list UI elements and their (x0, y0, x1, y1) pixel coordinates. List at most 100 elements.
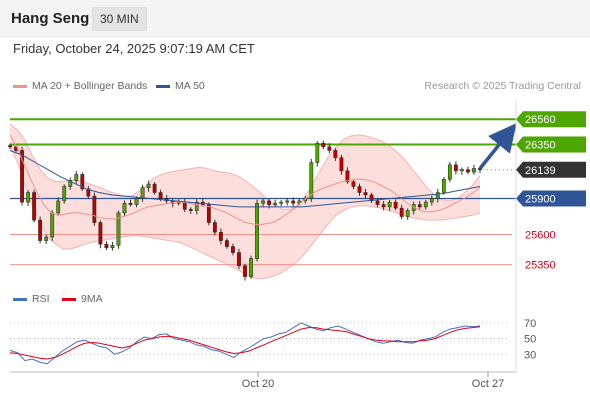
candle-body (297, 200, 302, 204)
candle (140, 184, 145, 202)
candle (116, 210, 121, 249)
candle-body (110, 245, 115, 249)
candle-body (399, 207, 404, 217)
legend-swatch-ma20 (13, 84, 27, 88)
candle-body (68, 180, 73, 187)
candle (255, 199, 259, 262)
candle (327, 143, 332, 154)
x-tick-label: Oct 27 (472, 378, 504, 390)
interval-selector[interactable]: 30 MIN (92, 7, 147, 31)
candle-body (80, 174, 85, 190)
candle-body (333, 150, 338, 158)
candle-body (466, 169, 470, 173)
candle-body (291, 200, 296, 204)
ma20-line (9, 134, 481, 226)
candle (435, 188, 440, 203)
candle (8, 143, 12, 150)
candle (466, 166, 470, 175)
candle (122, 200, 127, 217)
candle-body (315, 142, 320, 163)
candle-body (231, 246, 235, 253)
candle-body (351, 181, 356, 187)
candle-body (98, 222, 103, 245)
candle (381, 200, 386, 211)
candle-body (267, 200, 272, 205)
legend-swatch-ma50 (156, 84, 170, 88)
candle (363, 188, 368, 199)
candle-body (158, 192, 163, 199)
candle (62, 184, 67, 204)
candle (339, 154, 344, 175)
candle (447, 161, 452, 183)
candle (441, 177, 446, 195)
candle-body (62, 186, 67, 202)
candle-body (237, 252, 241, 267)
candle-body (152, 183, 157, 193)
candle (225, 238, 229, 249)
candle-body (441, 179, 446, 193)
candle-body (273, 203, 278, 205)
candle (218, 228, 223, 245)
candle (472, 164, 476, 175)
timestamp-label: Friday, October 24, 2025 9:07:19 AM CET (13, 41, 255, 56)
rsi-level-label-70: 70 (524, 318, 536, 330)
candle-body (122, 203, 127, 214)
candle (110, 241, 115, 251)
candle-body (8, 145, 12, 148)
candle (291, 197, 296, 208)
candle (315, 141, 320, 167)
candle (399, 204, 404, 220)
candle (152, 181, 157, 195)
candle (20, 146, 24, 206)
candle-body (327, 146, 332, 151)
candle (134, 196, 139, 208)
level-tag-26139 (516, 161, 586, 178)
candle-body (32, 192, 37, 221)
candle-body (429, 198, 434, 203)
candle-body (104, 243, 109, 249)
research-credit: Research © 2025 Trading Central (424, 80, 581, 92)
candle-body (321, 142, 326, 148)
candle (357, 183, 362, 196)
candle-body (309, 162, 314, 199)
candle-body (393, 201, 398, 209)
candle-body (369, 194, 374, 202)
legend-label-ma20: MA 20 + Bollinger Bands (32, 80, 148, 92)
candle-body (405, 210, 410, 217)
candle-body (56, 200, 61, 214)
candle (429, 195, 434, 206)
candle (104, 241, 109, 250)
candle-body (140, 187, 145, 199)
candle (423, 199, 428, 210)
candle-body (285, 200, 290, 203)
candle (188, 207, 193, 214)
candle-body (255, 203, 259, 259)
candle-body (363, 192, 368, 196)
candle (369, 192, 374, 204)
rsi-line (9, 322, 481, 365)
candle-body (243, 265, 247, 277)
legend-label-rsi: RSI (32, 293, 50, 305)
candle (68, 177, 73, 190)
candle-body (86, 188, 91, 197)
legend-ma20: MA 20 + Bollinger Bands (13, 80, 147, 92)
level-label-25600: 25600 (525, 230, 556, 242)
candle-body (38, 219, 43, 241)
candle-body (50, 212, 55, 238)
candle (86, 186, 91, 199)
candle (231, 243, 235, 256)
candle-body (194, 201, 199, 211)
candle-body (357, 186, 362, 193)
level-label-26350: 26350 (525, 139, 556, 151)
candle-body (92, 195, 97, 223)
candle-body (345, 170, 350, 182)
candle (285, 198, 290, 206)
candle (351, 179, 356, 190)
candle (80, 172, 85, 192)
candle (333, 148, 338, 162)
candle (98, 220, 103, 249)
candle (212, 219, 217, 236)
candle (261, 198, 265, 207)
candle-body (44, 236, 49, 241)
